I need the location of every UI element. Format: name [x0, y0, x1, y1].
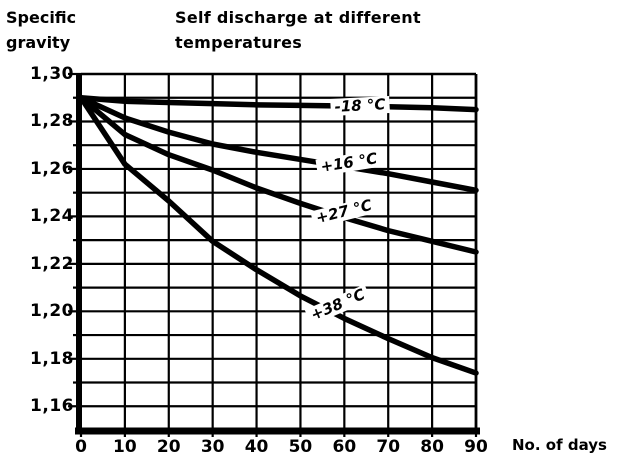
- x-tick-label: 40: [244, 437, 269, 457]
- y-tick-label: 1,18: [30, 348, 74, 369]
- x-tick-label: 0: [75, 437, 87, 457]
- x-tick-label: 10: [113, 437, 137, 457]
- curve-label-18-c: -18 °C: [329, 95, 390, 117]
- curve-27-c: [78, 94, 479, 255]
- x-tick-label: 50: [288, 437, 313, 457]
- x-tick-label: 30: [200, 437, 225, 457]
- x-tick-label: 90: [464, 437, 488, 457]
- y-tick-label: 1,30: [30, 64, 74, 84]
- y-axis-title-line1: Specific: [6, 8, 77, 27]
- chart-title-line2: temperatures: [175, 33, 303, 52]
- y-tick-label: 1,28: [30, 111, 74, 132]
- x-axis-title: No. of days: [512, 436, 607, 454]
- y-tick-label: 1,22: [30, 253, 74, 274]
- curve-18-c: [78, 94, 479, 113]
- x-tick-label: 70: [376, 437, 401, 457]
- chart-title-line1: Self discharge at different: [175, 8, 421, 27]
- x-tick-label: 60: [332, 437, 357, 457]
- curve-38-c: [78, 94, 479, 376]
- y-tick-label: 1,20: [30, 301, 74, 322]
- chart-title: Self discharge at different temperatures: [175, 5, 421, 55]
- y-tick-label: 1,26: [30, 158, 74, 179]
- x-tick-label: 80: [420, 437, 444, 457]
- y-tick-label: 1,24: [30, 206, 74, 227]
- y-axis-title: Specific gravity: [6, 5, 76, 55]
- y-axis-title-line2: gravity: [6, 33, 71, 52]
- x-tick-label: 20: [156, 437, 181, 457]
- y-tick-label: 1,16: [30, 396, 74, 417]
- curve-16-c: [78, 94, 479, 194]
